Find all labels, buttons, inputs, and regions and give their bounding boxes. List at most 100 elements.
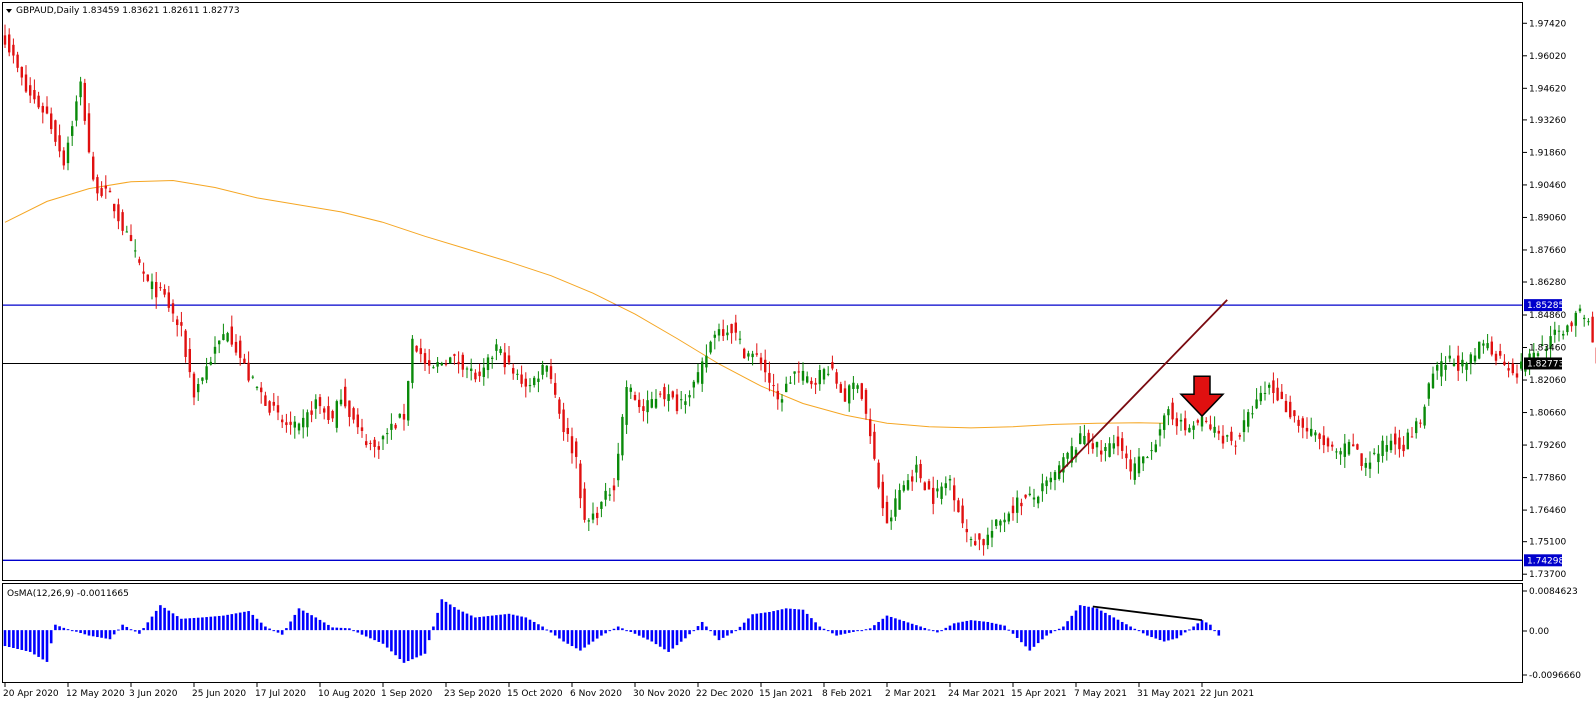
price-tick-label: 1.93260 [1529,116,1566,126]
osma-bar [574,630,578,649]
candle [898,483,901,510]
osma-bar [1158,630,1162,641]
candle [1440,352,1443,387]
candle [818,364,821,391]
osma-bar [415,630,418,658]
osma-bar [268,628,271,631]
osma-bar [637,630,641,636]
candle [1247,409,1250,433]
osma-bar [440,599,444,631]
osma-bar [146,622,150,631]
osma-bar [763,612,767,631]
candle [843,380,847,402]
osma-bar [1036,630,1040,644]
osma-bar [364,630,368,637]
candle [1457,345,1460,381]
candle [927,478,931,490]
candle [759,352,763,371]
candle [1041,473,1044,502]
price-tick-label: 1.76460 [1529,506,1566,516]
candle [1221,425,1225,449]
osma-bar [196,617,200,631]
candle [969,536,973,547]
osma-bar [915,625,918,631]
down-arrow-icon[interactable] [1179,375,1225,418]
osma-bar [255,618,259,631]
osma-bar [1137,630,1141,632]
candle [125,225,128,233]
candle [537,371,540,393]
candle [188,338,191,378]
candle [121,209,124,236]
osma-bar [810,618,813,631]
candle [1125,445,1128,470]
osma-bar [600,630,603,636]
candle [659,391,662,398]
candle [839,381,842,393]
candle [339,389,343,407]
osma-bar [3,630,7,647]
osma-bar [79,630,82,634]
candle [524,372,527,398]
osma-bar [734,630,738,632]
candle [936,479,939,498]
candle [520,365,523,388]
candle [159,282,162,291]
candle [1482,339,1485,354]
osma-bar [789,608,792,631]
osma-bar [499,614,502,631]
candle [1343,433,1346,468]
osma-bar [679,630,683,642]
candle [810,377,813,389]
candle [608,487,611,501]
dropdown-triangle-icon[interactable] [6,9,12,13]
candle [386,428,389,444]
candle [1587,318,1590,326]
osma-bar [58,626,61,631]
osma-bar [192,617,196,631]
osma-bar [138,630,141,634]
osma-bar [1028,630,1032,651]
trendline[interactable] [1058,299,1228,474]
candle [528,378,532,393]
osma-bar [1150,630,1153,638]
candle [335,399,338,433]
candle [940,482,943,505]
time-tick-label: 3 Jun 2020 [129,689,178,699]
osma-bar [276,630,280,633]
candle [314,394,317,419]
candle [1226,434,1229,443]
candle [150,273,154,300]
osma-bar [894,618,897,631]
osma-bar [457,609,460,631]
osma-bar [1188,629,1191,631]
candle [654,389,658,410]
candle [449,356,452,364]
osma-bar [1179,630,1183,636]
osma-bar [1154,630,1158,639]
osma-bar [751,614,754,631]
candle [155,272,158,309]
osma-bar [604,630,607,634]
candle [1448,345,1451,363]
time-axis: 20 Apr 2020 12 May 2020 3 Jun 2020 25 Jun 2… [3,683,1254,699]
candle [629,384,632,399]
divergence-line[interactable] [1092,605,1203,622]
osma-bar [478,616,481,631]
candle [213,336,217,365]
candle [243,353,246,364]
candle [20,66,23,86]
candle [793,371,796,385]
level-tag-label: 1.82773 [1527,359,1564,369]
candle [12,38,15,64]
osma-bar [377,630,381,642]
osma-bar [835,630,838,636]
candle [1272,372,1275,404]
osma-bar [936,630,939,633]
candle [108,187,112,193]
osma-bar [780,609,784,631]
osma-bar [381,630,385,644]
candle [1091,433,1094,454]
osma-bar [957,622,960,631]
